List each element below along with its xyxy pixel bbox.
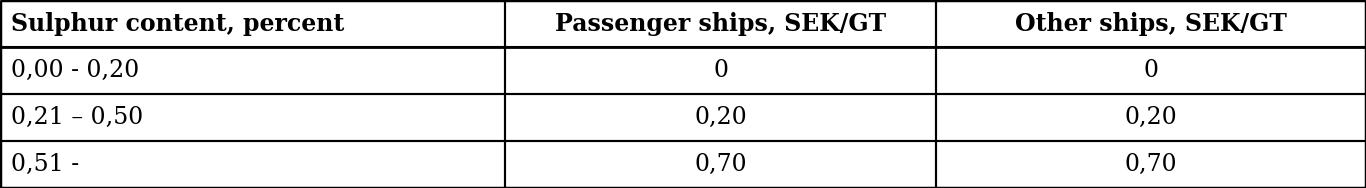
Text: 0,70: 0,70 — [694, 153, 747, 176]
Text: 0,20: 0,20 — [1124, 106, 1177, 129]
Text: 0,51 -: 0,51 - — [11, 153, 79, 176]
Text: 0,20: 0,20 — [694, 106, 747, 129]
Text: 0,21 – 0,50: 0,21 – 0,50 — [11, 106, 143, 129]
Text: Other ships, SEK/GT: Other ships, SEK/GT — [1015, 11, 1287, 36]
Text: Sulphur content, percent: Sulphur content, percent — [11, 11, 344, 36]
Text: 0: 0 — [1143, 59, 1158, 82]
Text: 0: 0 — [713, 59, 728, 82]
Text: Passenger ships, SEK/GT: Passenger ships, SEK/GT — [555, 11, 887, 36]
Text: 0,00 - 0,20: 0,00 - 0,20 — [11, 59, 139, 82]
Text: 0,70: 0,70 — [1124, 153, 1177, 176]
